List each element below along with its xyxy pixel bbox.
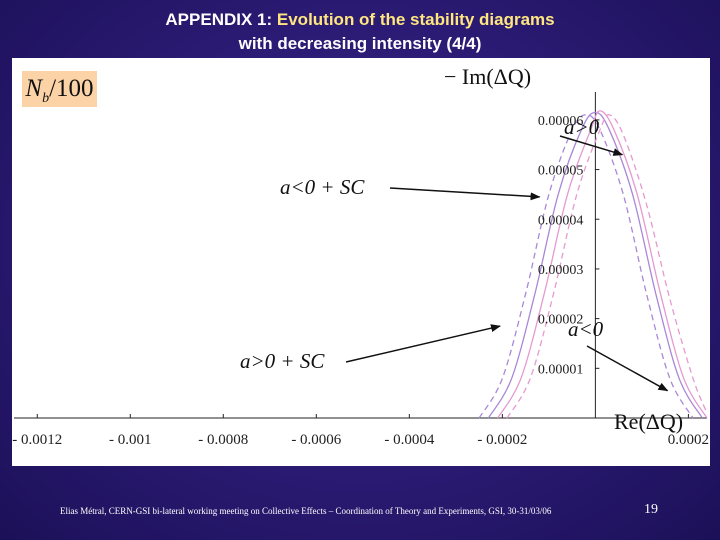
stability-curve-4 — [478, 114, 694, 419]
x-axis-label-text: Re(ΔQ) — [614, 409, 683, 434]
x-tick-label: - 0.0002 — [477, 432, 527, 448]
y-tick-label: 0.00003 — [538, 263, 584, 278]
y-axis-label: − Im(ΔQ) — [444, 64, 531, 89]
intensity-suffix: /100 — [49, 75, 94, 102]
stability-curve-3 — [506, 114, 708, 419]
x-tick-label: 0.0002 — [668, 432, 709, 448]
slide-title: APPENDIX 1: Evolution of the stability d… — [0, 8, 720, 56]
y-tick-label: 0.00004 — [538, 213, 584, 228]
title-highlight: Evolution of the stability diagrams — [276, 10, 555, 29]
annotation-label: a>0 + SC — [240, 349, 325, 373]
x-tick-label: - 0.0008 — [198, 432, 248, 448]
page-number: 19 — [644, 502, 658, 517]
intensity-label-box: Nb/100 — [22, 71, 97, 107]
title-prefix: APPENDIX 1: — [165, 10, 277, 29]
x-tick-label: - 0.0006 — [291, 432, 341, 448]
y-tick-label: 0.00006 — [538, 114, 584, 129]
y-axis-label-text: − Im(ΔQ) — [444, 64, 531, 89]
chart-panel: - 0.0012 - 0.001 - 0.0008 - 0.0006 - 0.0004 -… — [12, 58, 710, 466]
title-line2: with decreasing intensity (4/4) — [238, 34, 482, 53]
annotation-label: a<0 — [568, 317, 604, 341]
intensity-subscript: b — [42, 91, 50, 106]
annotation-arrow — [586, 345, 669, 392]
x-tick-label: - 0.0004 — [384, 432, 434, 448]
stability-diagram-chart: - 0.0012 - 0.001 - 0.0008 - 0.0006 - 0.0004 -… — [12, 64, 709, 448]
x-tick-label: - 0.0012 — [12, 432, 62, 448]
y-tick-label: 0.00005 — [538, 164, 584, 179]
x-axis-label: Re(ΔQ) — [614, 409, 683, 434]
x-tick-label: - 0.001 — [109, 432, 152, 448]
y-tick-label: 0.00001 — [538, 362, 584, 377]
annotation-label: a>0 — [564, 115, 600, 139]
annotation-label: a<0 + SC — [280, 175, 365, 199]
stability-curve-2 — [497, 110, 708, 419]
intensity-symbol: N — [25, 75, 43, 102]
annotation-arrow — [345, 324, 502, 363]
slide-footer: Elias Métral, CERN-GSI bi-lateral workin… — [60, 506, 552, 516]
annotation-arrow — [559, 135, 624, 156]
stability-curve-1 — [487, 111, 703, 419]
annotation-arrow — [389, 187, 541, 201]
y-tick-label: 0.00002 — [538, 313, 584, 328]
